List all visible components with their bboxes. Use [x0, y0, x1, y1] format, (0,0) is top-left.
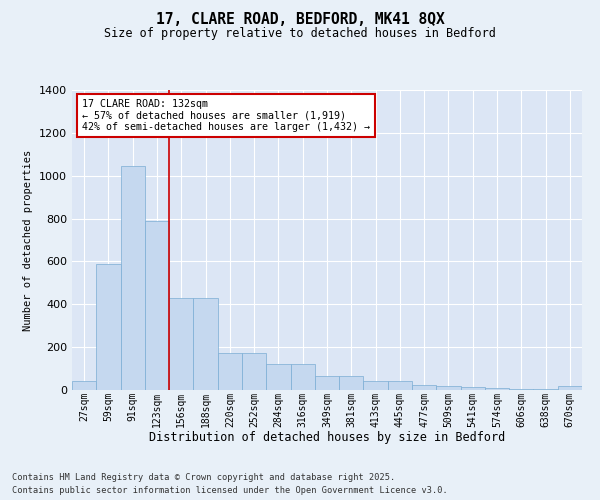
Bar [485, 388, 509, 390]
Bar [412, 384, 436, 390]
Text: Contains public sector information licensed under the Open Government Licence v3: Contains public sector information licen… [12, 486, 448, 495]
Text: Contains HM Land Registry data © Crown copyright and database right 2025.: Contains HM Land Registry data © Crown c… [12, 474, 395, 482]
X-axis label: Distribution of detached houses by size in Bedford: Distribution of detached houses by size … [149, 431, 505, 444]
Bar [242, 352, 266, 390]
Bar [72, 382, 96, 390]
Bar [364, 382, 388, 390]
Bar [145, 220, 169, 390]
Text: 17 CLARE ROAD: 132sqm
← 57% of detached houses are smaller (1,919)
42% of semi-d: 17 CLARE ROAD: 132sqm ← 57% of detached … [82, 99, 370, 132]
Text: Size of property relative to detached houses in Bedford: Size of property relative to detached ho… [104, 28, 496, 40]
Bar [169, 298, 193, 390]
Bar [121, 166, 145, 390]
Bar [339, 376, 364, 390]
Y-axis label: Number of detached properties: Number of detached properties [23, 150, 34, 330]
Bar [558, 386, 582, 390]
Bar [388, 382, 412, 390]
Bar [509, 389, 533, 390]
Bar [461, 388, 485, 390]
Bar [315, 376, 339, 390]
Text: 17, CLARE ROAD, BEDFORD, MK41 8QX: 17, CLARE ROAD, BEDFORD, MK41 8QX [155, 12, 445, 28]
Bar [96, 264, 121, 390]
Bar [218, 352, 242, 390]
Bar [436, 386, 461, 390]
Bar [290, 364, 315, 390]
Bar [193, 298, 218, 390]
Bar [266, 364, 290, 390]
